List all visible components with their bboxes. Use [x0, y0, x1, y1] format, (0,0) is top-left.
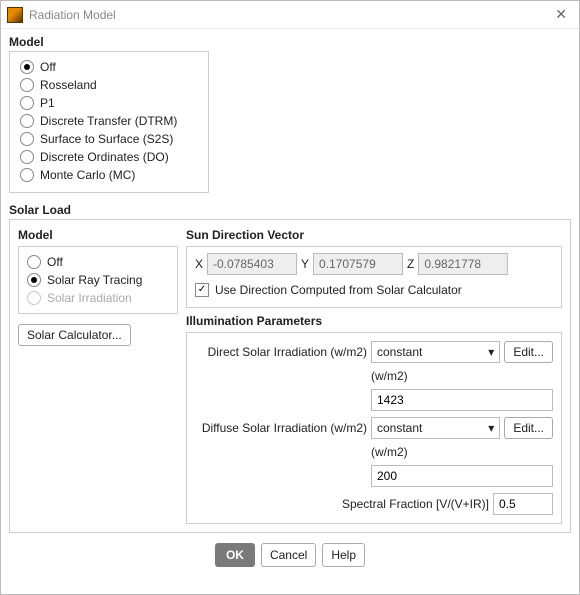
direct-edit-button[interactable]: Edit... — [504, 341, 553, 363]
model-heading: Model — [9, 35, 571, 49]
diffuse-irradiation-label: Diffuse Solar Irradiation (w/m2) — [195, 421, 367, 435]
diffuse-value-input[interactable] — [371, 465, 553, 487]
chevron-down-icon: ▾ — [488, 345, 494, 359]
diffuse-unit-label: (w/m2) — [371, 445, 408, 459]
model-option-label: Off — [40, 60, 56, 74]
x-label: X — [195, 257, 203, 271]
radio-icon — [27, 273, 41, 287]
model-option-label: Monte Carlo (MC) — [40, 168, 135, 182]
radio-icon — [27, 291, 41, 305]
radio-icon — [20, 114, 34, 128]
illumination-heading: Illumination Parameters — [186, 314, 562, 328]
titlebar: Radiation Model ✕ — [1, 1, 579, 29]
solar-model-option-ray[interactable]: Solar Ray Tracing — [27, 271, 169, 289]
solar-model-option-label: Solar Irradiation — [47, 291, 132, 305]
window-title: Radiation Model — [29, 8, 549, 22]
cancel-button[interactable]: Cancel — [261, 543, 316, 567]
model-option-p1[interactable]: P1 — [20, 94, 198, 112]
diffuse-edit-button[interactable]: Edit... — [504, 417, 553, 439]
solar-model-option-irr: Solar Irradiation — [27, 289, 169, 307]
dialog-footer: OK Cancel Help — [9, 543, 571, 567]
sun-dir-x-input — [207, 253, 297, 275]
spectral-fraction-label: Spectral Fraction [V/(V+IR)] — [342, 497, 489, 511]
help-button[interactable]: Help — [322, 543, 365, 567]
model-option-label: Discrete Transfer (DTRM) — [40, 114, 177, 128]
z-label: Z — [407, 257, 414, 271]
sun-direction-heading: Sun Direction Vector — [186, 228, 562, 242]
radio-icon — [20, 132, 34, 146]
diffuse-method-value: constant — [377, 421, 422, 435]
chevron-down-icon: ▾ — [488, 421, 494, 435]
solar-model-option-off[interactable]: Off — [27, 253, 169, 271]
model-option-mc[interactable]: Monte Carlo (MC) — [20, 166, 198, 184]
use-computed-direction-label: Use Direction Computed from Solar Calcul… — [215, 283, 462, 297]
solar-model-heading: Model — [18, 228, 178, 242]
model-option-off[interactable]: Off — [20, 58, 198, 76]
radiation-model-dialog: Radiation Model ✕ Model Off Rosseland P1… — [0, 0, 580, 595]
spectral-fraction-input[interactable] — [493, 493, 553, 515]
checkbox-icon: ✓ — [195, 283, 209, 297]
radio-icon — [20, 60, 34, 74]
model-option-rosseland[interactable]: Rosseland — [20, 76, 198, 94]
direct-unit-label: (w/m2) — [371, 369, 408, 383]
direct-irradiation-label: Direct Solar Irradiation (w/m2) — [195, 345, 367, 359]
solar-model-option-label: Off — [47, 255, 63, 269]
sun-dir-z-input — [418, 253, 508, 275]
model-option-label: Discrete Ordinates (DO) — [40, 150, 169, 164]
y-label: Y — [301, 257, 309, 271]
model-option-label: P1 — [40, 96, 55, 110]
radio-icon — [27, 255, 41, 269]
use-computed-direction-checkbox[interactable]: ✓ Use Direction Computed from Solar Calc… — [195, 281, 553, 299]
model-option-do[interactable]: Discrete Ordinates (DO) — [20, 148, 198, 166]
solar-calculator-button[interactable]: Solar Calculator... — [18, 324, 131, 346]
radio-icon — [20, 150, 34, 164]
model-option-label: Surface to Surface (S2S) — [40, 132, 173, 146]
direct-method-combo[interactable]: constant ▾ — [371, 341, 500, 363]
sun-dir-y-input — [313, 253, 403, 275]
solar-model-option-label: Solar Ray Tracing — [47, 273, 142, 287]
radio-icon — [20, 78, 34, 92]
ok-button[interactable]: OK — [215, 543, 255, 567]
radio-icon — [20, 96, 34, 110]
close-icon[interactable]: ✕ — [549, 4, 573, 25]
app-icon — [7, 7, 23, 23]
model-option-dtrm[interactable]: Discrete Transfer (DTRM) — [20, 112, 198, 130]
solar-load-heading: Solar Load — [9, 203, 571, 217]
model-option-label: Rosseland — [40, 78, 97, 92]
direct-method-value: constant — [377, 345, 422, 359]
direct-value-input[interactable] — [371, 389, 553, 411]
model-option-s2s[interactable]: Surface to Surface (S2S) — [20, 130, 198, 148]
diffuse-method-combo[interactable]: constant ▾ — [371, 417, 500, 439]
radio-icon — [20, 168, 34, 182]
